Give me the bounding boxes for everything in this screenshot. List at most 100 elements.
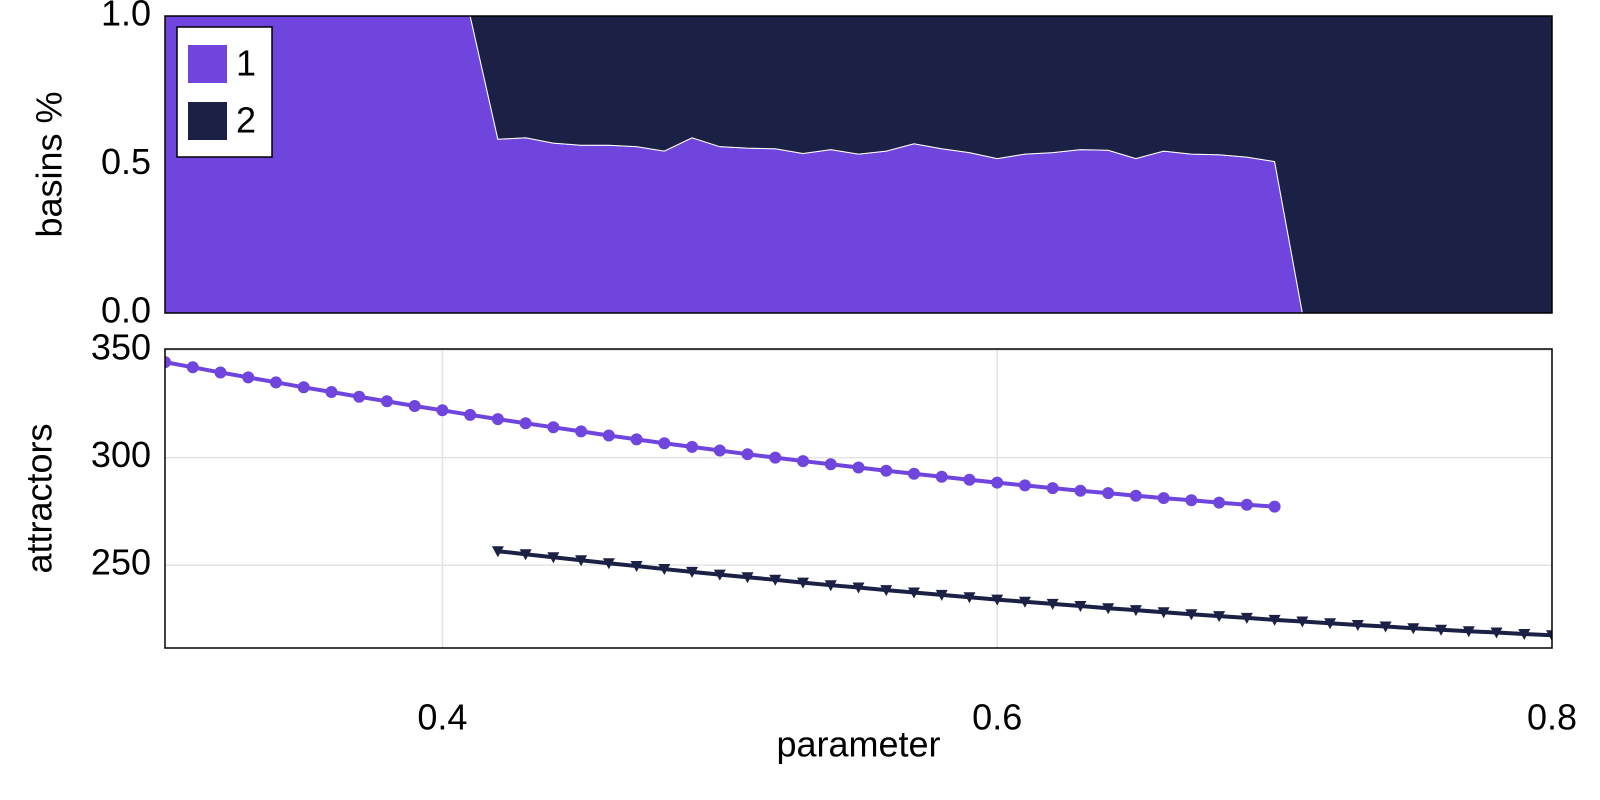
marker bbox=[214, 366, 227, 379]
marker bbox=[907, 467, 920, 480]
legend-swatch bbox=[188, 102, 227, 140]
marker bbox=[242, 371, 255, 384]
marker bbox=[547, 552, 560, 564]
y-tick-label: 0.5 bbox=[101, 141, 151, 182]
x-axis-label: parameter bbox=[776, 724, 940, 765]
marker bbox=[1296, 616, 1309, 628]
marker bbox=[658, 564, 671, 576]
marker bbox=[991, 476, 1004, 489]
marker bbox=[713, 569, 726, 581]
series-line bbox=[497, 549, 1552, 638]
marker bbox=[769, 574, 782, 586]
marker bbox=[1129, 605, 1142, 617]
marker bbox=[1268, 500, 1281, 513]
y-axis-label: attractors bbox=[19, 423, 60, 573]
marker bbox=[165, 356, 171, 369]
marker bbox=[1074, 601, 1087, 613]
marker bbox=[880, 464, 893, 477]
marker bbox=[602, 429, 615, 442]
marker bbox=[1324, 618, 1337, 630]
marker bbox=[1240, 498, 1253, 511]
marker bbox=[1379, 621, 1392, 633]
marker bbox=[519, 417, 532, 430]
series-line bbox=[165, 360, 1275, 509]
marker bbox=[1018, 479, 1031, 492]
marker bbox=[852, 461, 865, 474]
marker bbox=[1046, 598, 1059, 610]
marker bbox=[963, 473, 976, 486]
marker bbox=[575, 555, 588, 567]
marker bbox=[1185, 494, 1198, 507]
y-tick-label: 0.0 bbox=[101, 290, 151, 331]
marker bbox=[935, 589, 948, 601]
plot-area bbox=[165, 349, 1552, 648]
y-tick-label: 250 bbox=[91, 542, 151, 583]
marker bbox=[1157, 607, 1170, 619]
marker bbox=[797, 577, 810, 589]
marker bbox=[741, 448, 754, 461]
marker bbox=[575, 425, 588, 438]
legend-label: 1 bbox=[236, 43, 256, 84]
marker bbox=[547, 421, 560, 434]
marker bbox=[1518, 629, 1531, 641]
marker bbox=[1213, 496, 1226, 509]
marker bbox=[325, 386, 338, 399]
marker bbox=[935, 470, 948, 483]
marker bbox=[436, 404, 449, 417]
x-tick-label: 0.6 bbox=[972, 697, 1022, 738]
plot-frame bbox=[164, 348, 1553, 649]
y-tick-label: 300 bbox=[91, 434, 151, 475]
marker bbox=[297, 381, 310, 394]
x-tick-label: 0.4 bbox=[417, 697, 467, 738]
marker bbox=[1102, 487, 1115, 500]
marker bbox=[408, 400, 421, 413]
marker bbox=[1351, 619, 1364, 631]
y-axis-label: basins % bbox=[29, 91, 70, 237]
marker bbox=[963, 592, 976, 604]
area bbox=[165, 16, 1552, 313]
marker bbox=[1046, 482, 1059, 495]
marker bbox=[824, 458, 837, 471]
marker bbox=[1018, 596, 1031, 608]
marker bbox=[269, 376, 282, 389]
marker bbox=[1462, 626, 1475, 638]
marker bbox=[491, 546, 504, 558]
marker bbox=[491, 413, 504, 426]
marker bbox=[1213, 611, 1226, 623]
marker bbox=[658, 437, 671, 450]
marker bbox=[1490, 627, 1503, 639]
marker bbox=[1268, 614, 1281, 626]
marker bbox=[686, 566, 699, 578]
marker bbox=[353, 390, 366, 403]
marker bbox=[630, 433, 643, 446]
marker bbox=[880, 585, 893, 597]
marker bbox=[1407, 623, 1420, 635]
marker bbox=[824, 580, 837, 592]
marker bbox=[1074, 484, 1087, 497]
marker bbox=[1185, 609, 1198, 621]
marker bbox=[769, 451, 782, 464]
marker bbox=[686, 440, 699, 453]
legend-swatch bbox=[188, 45, 227, 83]
marker bbox=[186, 361, 199, 374]
marker bbox=[907, 587, 920, 599]
marker bbox=[1157, 492, 1170, 505]
marker bbox=[380, 395, 393, 408]
marker bbox=[741, 572, 754, 584]
y-tick-label: 350 bbox=[91, 327, 151, 368]
plot-area bbox=[165, 16, 1552, 313]
marker bbox=[630, 561, 643, 573]
y-tick-label: 1.0 bbox=[101, 0, 151, 34]
marker bbox=[464, 408, 477, 421]
marker bbox=[1102, 603, 1115, 615]
marker bbox=[797, 455, 810, 468]
marker bbox=[1240, 612, 1253, 624]
marker bbox=[1435, 624, 1448, 636]
plot-frame bbox=[164, 15, 1553, 314]
marker bbox=[1546, 630, 1552, 642]
marker bbox=[713, 444, 726, 457]
marker bbox=[1129, 489, 1142, 502]
marker bbox=[602, 558, 615, 570]
